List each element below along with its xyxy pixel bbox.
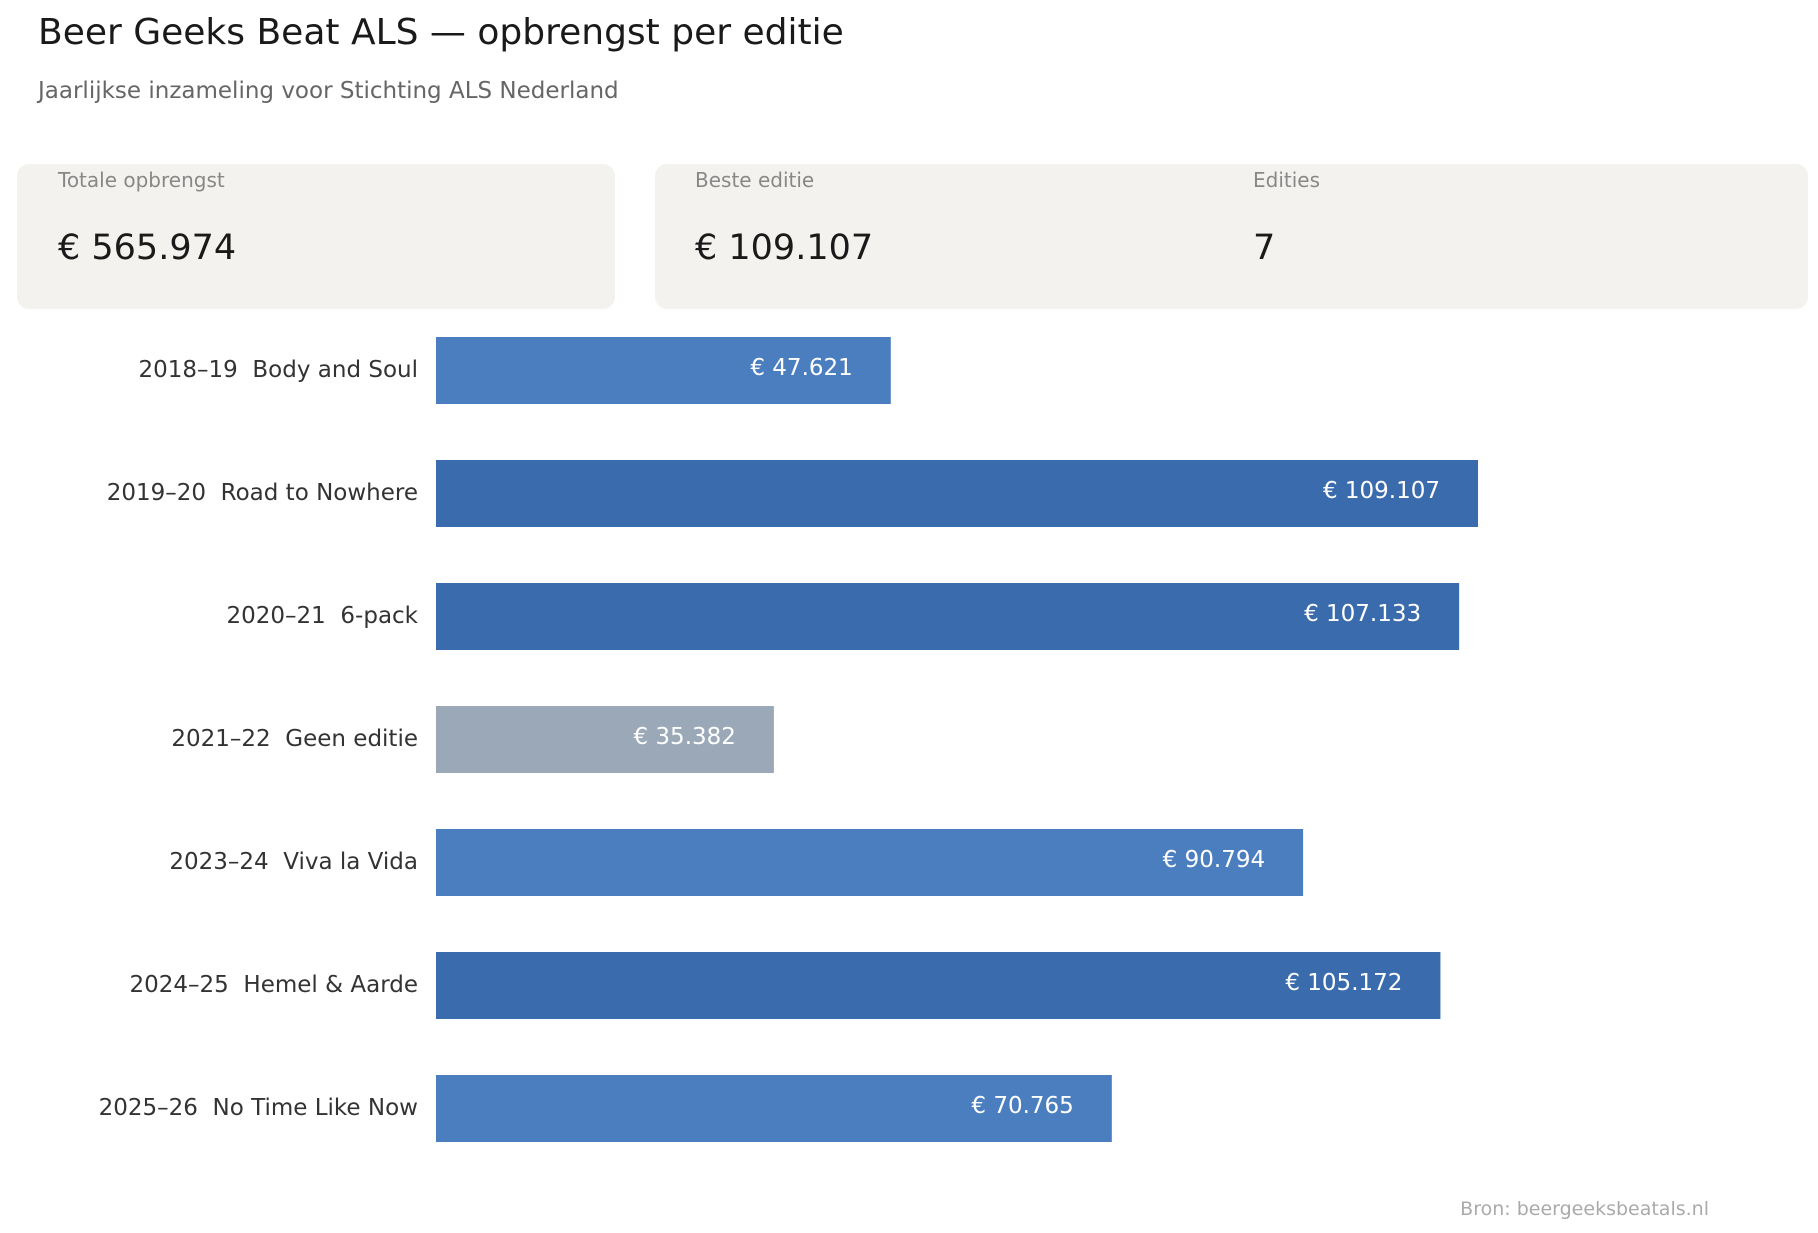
bar [436,583,1460,650]
subtitle: Jaarlijkse inzameling voor Stichting ALS… [38,78,619,104]
kpi-value: € 565.974 [58,228,237,268]
category-label: 2024–25 Hemel & Aarde [130,972,419,998]
category-label: 2021–22 Geen editie [171,726,418,752]
category-label: 2019–20 Road to Nowhere [107,480,418,506]
value-label: € 70.765 [971,1093,1073,1119]
title: Beer Geeks Beat ALS — opbrengst per edit… [38,12,844,53]
category-label: 2023–24 Viva la Vida [169,849,418,875]
value-label: € 35.382 [633,724,735,750]
kpi-card: Totale opbrengst € 565.974 [17,164,615,309]
bar [436,829,1304,896]
kpi-value: 7 [1253,228,1276,268]
value-label: € 107.133 [1304,601,1421,627]
category-label: 2020–21 6-pack [226,603,418,629]
value-label: € 47.621 [750,355,852,381]
bar [436,337,891,404]
kpi-label: Beste editie [695,168,815,192]
bar [436,952,1441,1019]
kpi-card: Beste editie € 109.107 Edities 7 [655,164,1808,309]
kpi-label: Edities [1253,168,1321,192]
bar [436,460,1478,527]
kpi-label: Totale opbrengst [58,168,225,192]
value-label: € 105.172 [1285,970,1402,996]
category-label: 2018–19 Body and Soul [138,357,418,383]
value-label: € 109.107 [1323,478,1440,504]
bar [436,1075,1112,1142]
value-label: € 90.794 [1163,847,1265,873]
category-label: 2025–26 No Time Like Now [99,1095,418,1121]
kpi-value: € 109.107 [695,228,874,268]
bar [436,706,774,773]
source: Bron: beergeeksbeatals.nl [1460,1198,1709,1220]
